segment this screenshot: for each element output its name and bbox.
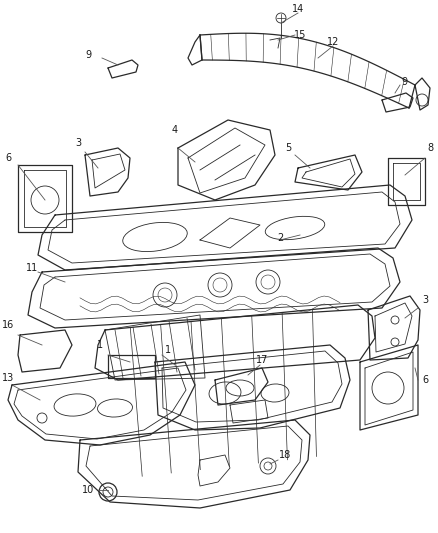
Text: 6: 6: [421, 375, 427, 385]
Text: 4: 4: [172, 125, 178, 135]
Text: 2: 2: [276, 233, 283, 243]
Text: 6: 6: [5, 153, 11, 163]
Text: 15: 15: [293, 30, 305, 40]
Text: 9: 9: [400, 77, 406, 87]
Text: 11: 11: [26, 263, 38, 273]
Text: 10: 10: [82, 485, 94, 495]
Text: 3: 3: [75, 138, 81, 148]
Text: 18: 18: [278, 450, 290, 460]
Text: 9: 9: [85, 50, 91, 60]
Text: 13: 13: [2, 373, 14, 383]
Text: 12: 12: [326, 37, 339, 47]
Text: 14: 14: [291, 4, 304, 14]
Text: 16: 16: [2, 320, 14, 330]
Text: 3: 3: [421, 295, 427, 305]
Text: 1: 1: [97, 340, 103, 350]
Text: 17: 17: [255, 355, 268, 365]
Text: 8: 8: [426, 143, 432, 153]
Text: 5: 5: [284, 143, 290, 153]
Text: 1: 1: [165, 345, 171, 355]
